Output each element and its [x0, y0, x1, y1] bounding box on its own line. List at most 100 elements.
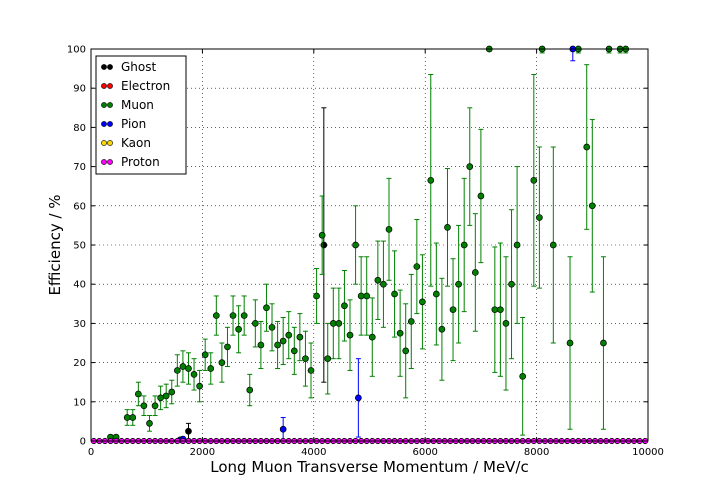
data-point: [477, 192, 485, 200]
legend-marker: [107, 140, 113, 146]
data-point: [491, 306, 499, 314]
data-point: [224, 343, 231, 351]
data-point: [455, 280, 462, 288]
legend-marker: [107, 64, 113, 70]
data-point: [497, 306, 504, 314]
data-point: [140, 402, 148, 410]
data-point: [380, 280, 387, 288]
y-tick-label: 90: [73, 84, 86, 95]
data-point: [279, 337, 287, 345]
legend-marker: [101, 64, 107, 70]
legend-marker: [107, 159, 113, 165]
x-tick-label: 4000: [301, 447, 326, 458]
legend: Ghost Electron Muon Pion Kaon Proton: [95, 55, 187, 175]
data-point: [146, 420, 153, 427]
data-point: [432, 290, 440, 298]
data-point: [185, 365, 192, 372]
x-tick-label: 0: [88, 447, 94, 458]
data-point: [335, 320, 343, 327]
data-point: [368, 333, 376, 341]
data-point: [296, 333, 304, 341]
legend-label: Pion: [121, 117, 146, 131]
y-tick-label: 50: [73, 241, 86, 252]
x-tick-label: 2000: [190, 447, 215, 458]
legend-marker: [107, 102, 113, 108]
data-point: [257, 341, 265, 349]
data-point: [274, 341, 281, 349]
x-tick-label: 6000: [412, 447, 437, 458]
data-point: [391, 290, 398, 298]
y-tick-label: 20: [73, 358, 86, 369]
data-point: [419, 298, 426, 306]
data-point: [263, 304, 270, 312]
data-point: [235, 325, 242, 333]
data-point: [374, 276, 382, 284]
legend-marker: [101, 140, 107, 146]
legend-label: Muon: [121, 98, 154, 112]
data-point: [471, 269, 479, 276]
data-point: [207, 365, 215, 372]
data-point: [385, 225, 393, 233]
y-tick-label: 0: [80, 437, 86, 448]
data-point: [466, 163, 474, 170]
y-tick-label: 60: [73, 201, 86, 212]
data-point: [313, 292, 320, 300]
data-point: [134, 390, 142, 398]
data-point: [279, 425, 287, 433]
y-tick-label: 100: [67, 45, 86, 56]
legend-label: Ghost: [121, 60, 156, 74]
data-point: [536, 214, 543, 221]
data-point: [196, 382, 203, 390]
data-point: [123, 414, 131, 421]
data-point: [246, 386, 254, 394]
data-point: [185, 427, 192, 435]
data-point: [129, 414, 137, 421]
y-tick-label: 30: [73, 319, 86, 330]
data-point: [352, 241, 359, 249]
data-point: [407, 318, 415, 325]
axis-ticks: 0 2000 4000 6000 8000 10000 0 10 20 30 40 50 60 70 80 9…: [67, 45, 664, 459]
data-point: [329, 320, 337, 327]
data-point: [402, 347, 410, 355]
data-point: [268, 323, 276, 331]
legend-marker: [101, 102, 107, 108]
data-point: [600, 339, 607, 347]
data-point: [549, 241, 557, 249]
data-point: [444, 224, 451, 231]
legend-marker: [101, 83, 107, 89]
data-point: [324, 355, 332, 363]
legend-marker: [107, 83, 113, 89]
data-point: [173, 367, 181, 374]
data-point: [513, 241, 521, 249]
data-point: [201, 351, 209, 359]
data-point: [179, 363, 187, 370]
y-tick-label: 40: [73, 280, 86, 291]
data-point: [302, 355, 309, 363]
data-point: [583, 143, 591, 151]
data-point: [396, 329, 404, 337]
data-point: [229, 312, 237, 319]
data-point: [346, 331, 354, 339]
data-point: [341, 302, 348, 310]
data-point: [502, 320, 510, 327]
data-point: [427, 176, 435, 184]
data-point: [157, 394, 164, 402]
y-tick-label: 70: [73, 162, 86, 173]
data-point: [363, 292, 371, 300]
data-point: [438, 325, 446, 333]
x-tick-label: 10000: [632, 447, 664, 458]
legend-marker: [107, 121, 113, 127]
legend-label: Kaon: [121, 136, 151, 150]
legend-label: Electron: [121, 79, 170, 93]
data-point: [530, 176, 538, 184]
data-point: [190, 371, 198, 378]
data-point: [240, 312, 248, 319]
data-point: [449, 306, 457, 314]
x-tick-label: 8000: [524, 447, 549, 458]
data-point: [251, 320, 259, 327]
data-point: [318, 231, 326, 239]
data-point: [566, 339, 574, 347]
data-point: [355, 394, 362, 402]
y-axis-label: Efficiency / %: [46, 194, 64, 295]
